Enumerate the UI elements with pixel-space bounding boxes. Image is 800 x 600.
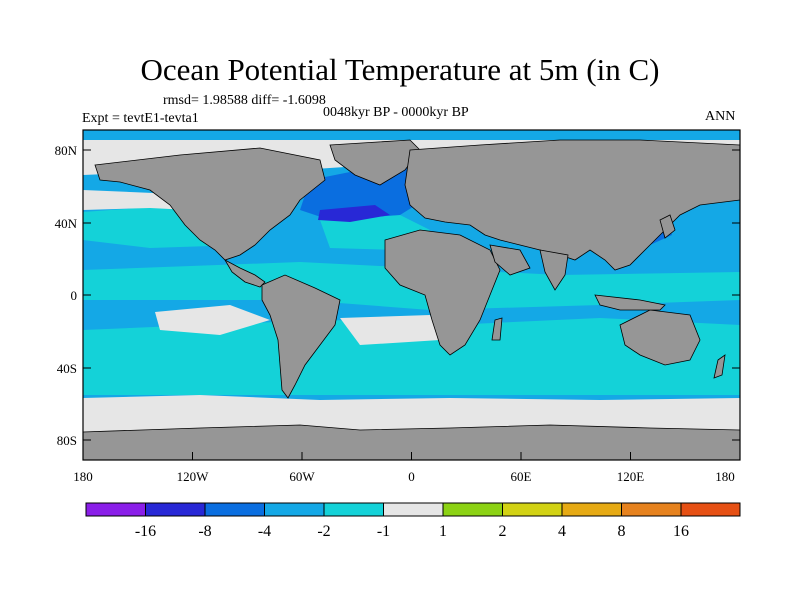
new-zealand — [713, 354, 726, 379]
colorbar — [85, 502, 741, 517]
y-tick-marks — [83, 149, 740, 441]
colorbar-swatch — [324, 503, 384, 516]
south-america — [261, 274, 341, 399]
australia — [619, 309, 701, 366]
antarctica — [83, 424, 740, 460]
x-tick-label: 60E — [511, 469, 532, 484]
colorbar-swatch — [562, 503, 622, 516]
east-pacific-light — [155, 305, 270, 335]
colorbar-swatch — [145, 503, 205, 516]
colorbar-label: -16 — [135, 523, 156, 540]
colorbar-swatch — [205, 503, 265, 516]
colorbar-label: -2 — [317, 523, 330, 540]
y-tick-label: 80N — [55, 143, 78, 158]
expt-label: Expt = tevtE1-tevta1 — [82, 111, 199, 126]
india — [539, 249, 569, 291]
arabia — [489, 244, 531, 276]
period-label: 0048kyr BP - 0000kyr BP — [323, 105, 469, 120]
colorbar-label: 16 — [673, 523, 689, 540]
greenland — [329, 139, 421, 186]
colorbar-swatch — [681, 503, 740, 516]
colorbar-label: 8 — [618, 523, 626, 540]
colorbar-swatch — [383, 503, 443, 516]
colorbar-label: 1 — [439, 523, 447, 540]
map-field — [83, 130, 740, 460]
colorbar-swatch — [621, 503, 681, 516]
africa — [384, 229, 501, 356]
north-atlantic-deep — [318, 205, 390, 222]
colorbar-label: -4 — [258, 523, 271, 540]
y-tick-label: 40N — [55, 216, 78, 231]
plot-title: Ocean Potential Temperature at 5m (in C) — [140, 52, 660, 87]
stats-line: rmsd= 1.98588 diff= -1.6098 — [163, 93, 326, 108]
southern-cyan-band — [83, 318, 740, 395]
north-america — [94, 147, 326, 261]
colorbar-label: 2 — [499, 523, 507, 540]
colorbar-dividers — [145, 503, 682, 516]
colorbar-swatch — [502, 503, 562, 516]
x-tick-label: 60W — [289, 469, 315, 484]
x-tick-label: 180 — [73, 469, 93, 484]
x-tick-label: 0 — [408, 469, 415, 484]
japan — [659, 214, 676, 239]
south-atlantic-light — [340, 315, 440, 345]
y-tick-label: 0 — [71, 288, 78, 303]
colorbar-swatch — [443, 503, 503, 516]
colorbar-label: 4 — [558, 523, 566, 540]
x-tick-label: 120E — [617, 469, 645, 484]
colorbar-swatch — [86, 503, 146, 516]
landmasses — [83, 139, 740, 460]
x-tick-label: 180 — [715, 469, 735, 484]
colorbar-label: -8 — [198, 523, 211, 540]
colorbar-swatch — [264, 503, 324, 516]
north-atlantic-blue — [300, 158, 440, 220]
colorbar-outline — [85, 502, 741, 517]
indonesia — [594, 294, 666, 311]
eurasia — [404, 139, 740, 271]
madagascar — [491, 317, 503, 341]
x-tick-marks — [82, 452, 741, 460]
y-tick-label: 40S — [57, 361, 77, 376]
colorbar-label: -1 — [377, 523, 390, 540]
x-tick-label: 120W — [177, 469, 210, 484]
season-label: ANN — [705, 109, 736, 124]
y-tick-label: 80S — [57, 433, 77, 448]
